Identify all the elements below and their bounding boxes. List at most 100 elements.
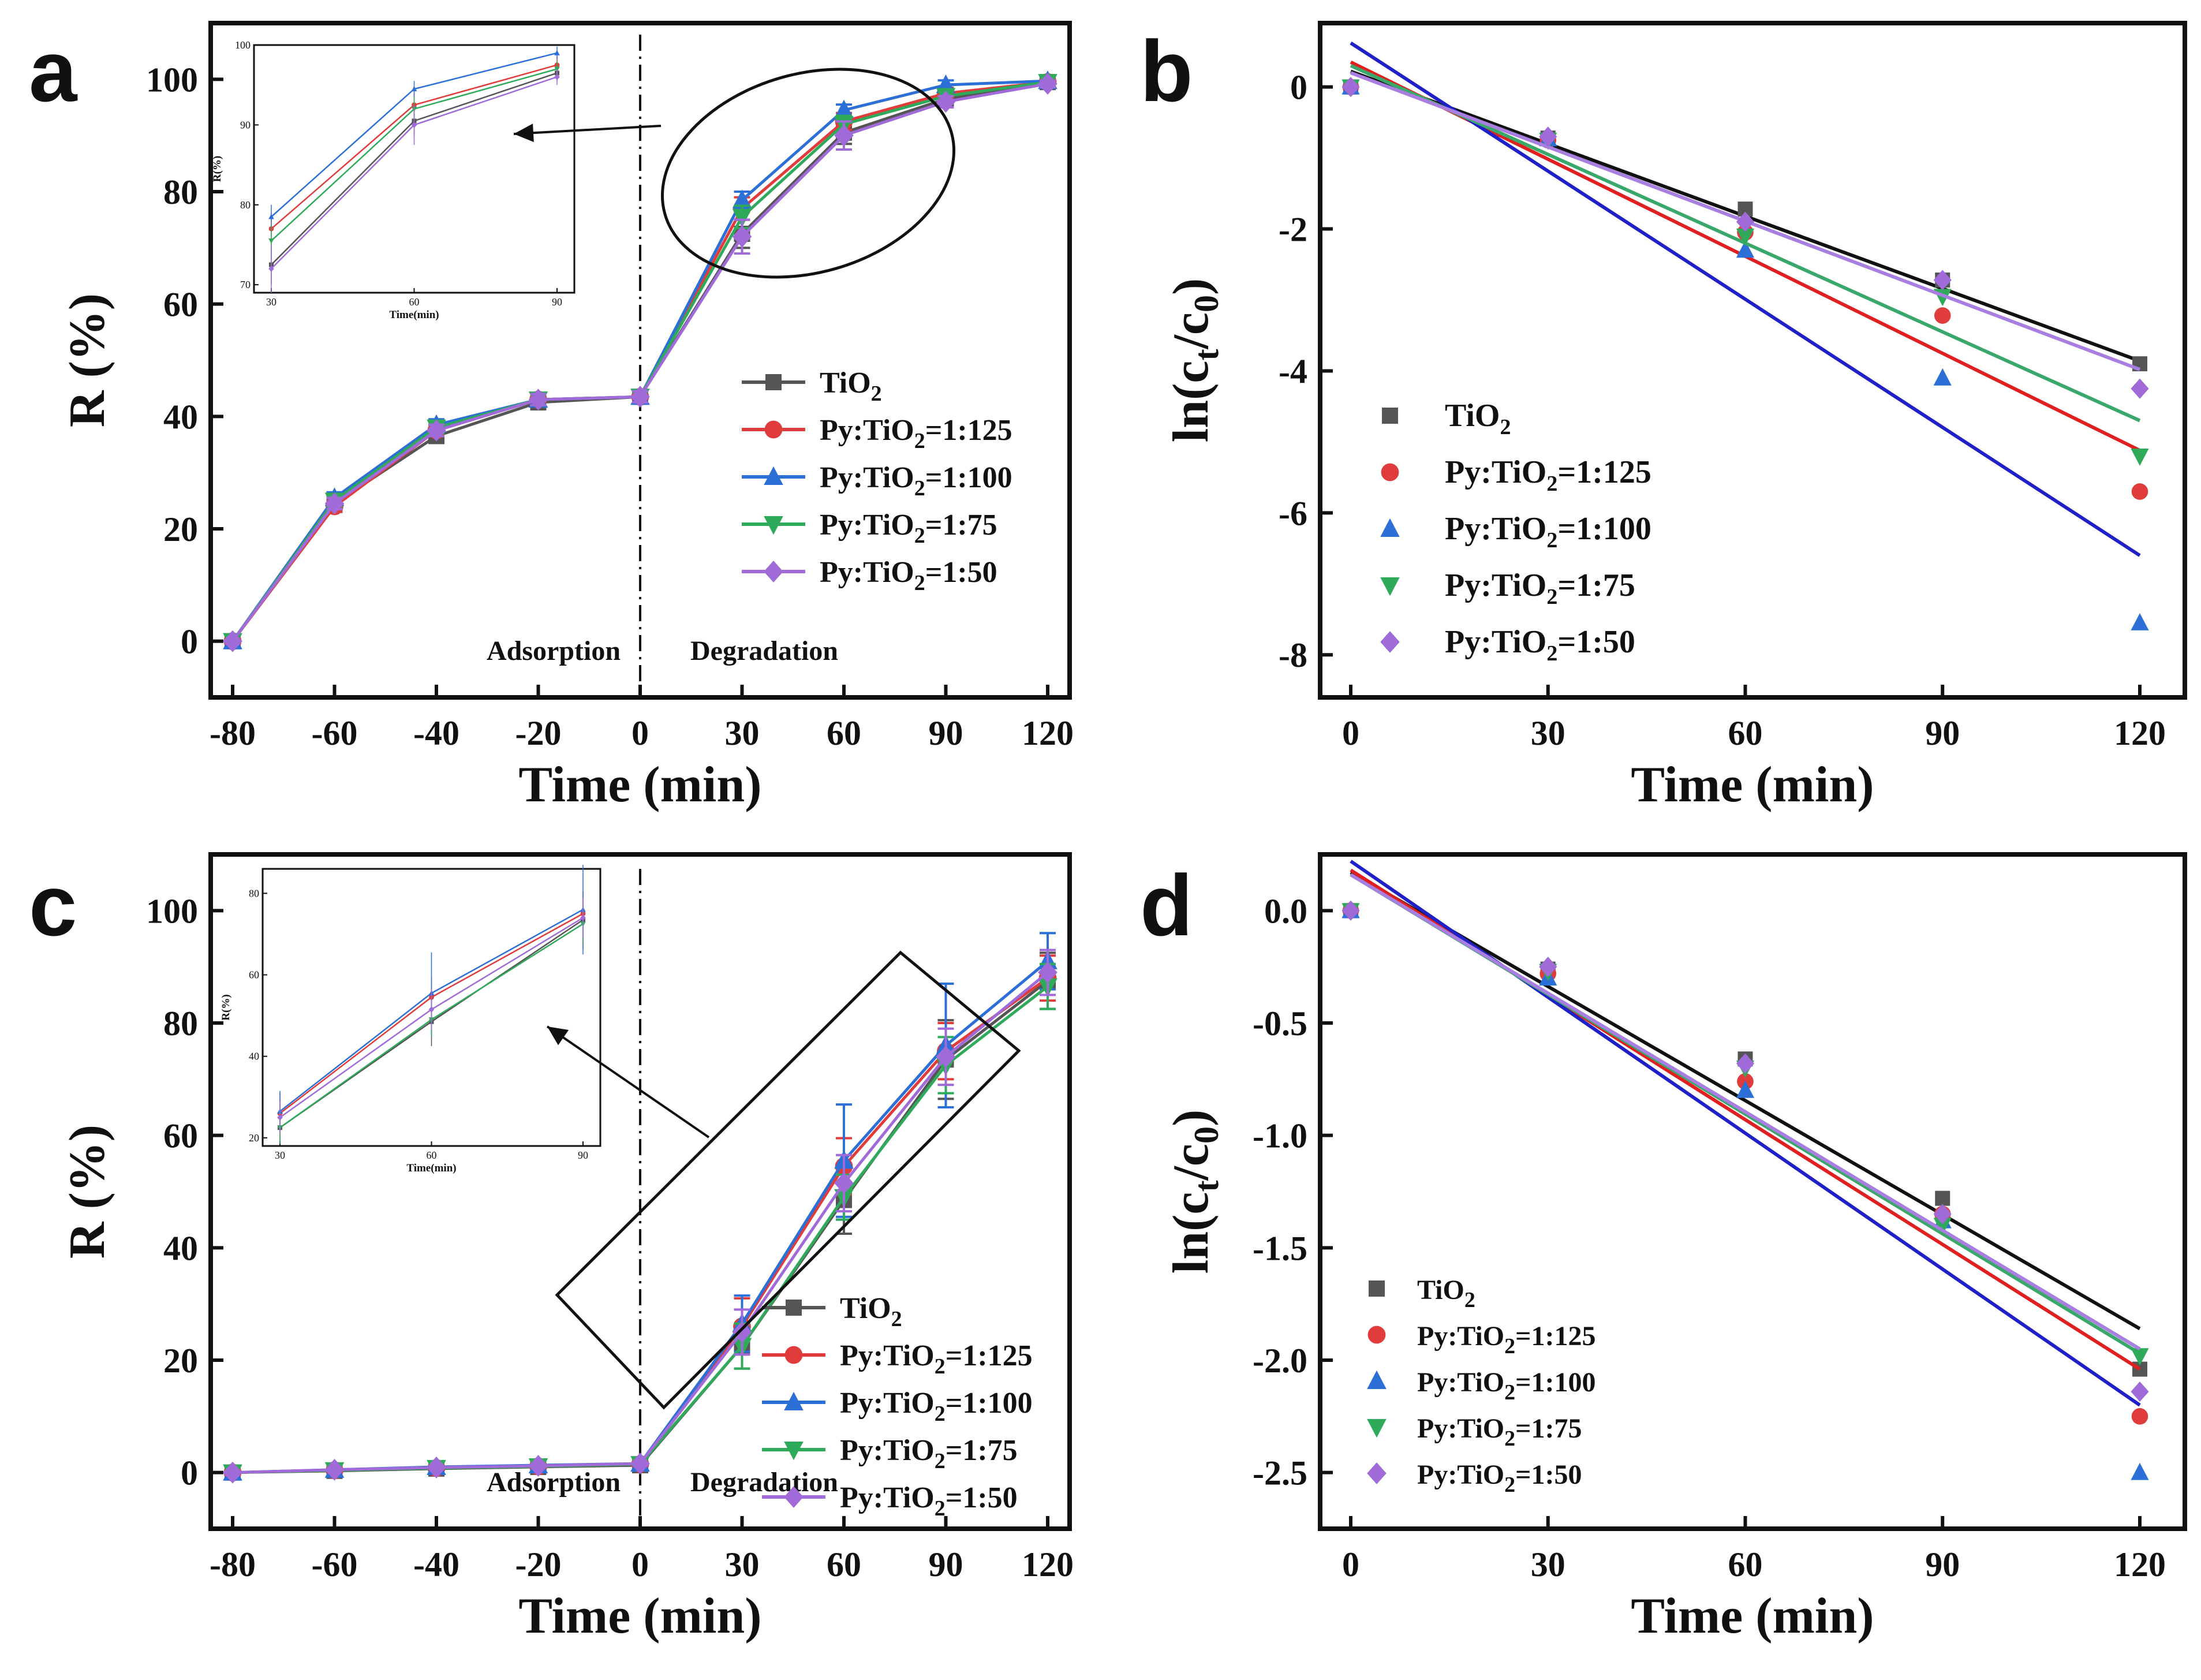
y-tick-label: -4 — [1279, 352, 1307, 390]
legend-label: Py:TiO2=1:100 — [1417, 1367, 1595, 1405]
data-point — [223, 630, 242, 652]
inset-data-point — [411, 121, 417, 128]
legend-label: Py:TiO2=1:50 — [1417, 1459, 1582, 1497]
inset: 30 60 90 70 80 90 100 Time(min) R(%) — [211, 39, 576, 321]
data-point — [732, 189, 752, 208]
adsorption-label: Adsorption — [487, 1467, 621, 1498]
y-tick-label: -0.5 — [1253, 1005, 1307, 1043]
fit-line — [1350, 41, 2141, 557]
legend: TiO2 Py:TiO2=1:125 Py:TiO2=1:100 Py:TiO2=1:… — [742, 367, 1012, 595]
legend-marker — [764, 466, 783, 485]
inset-y-tick-label: 90 — [240, 119, 251, 130]
inset-data-point — [268, 266, 274, 272]
data-point — [1933, 368, 1952, 386]
data-point — [427, 1457, 446, 1479]
legend-marker — [764, 516, 783, 535]
data-point — [1933, 1204, 1952, 1224]
series-4 — [223, 73, 1057, 652]
inset-x-axis-title: Time(min) — [406, 1162, 456, 1174]
legend-marker — [1367, 1462, 1387, 1484]
x-axis-title: Time (min) — [1631, 1588, 1874, 1644]
x-tick-label: 30 — [725, 714, 760, 752]
data-point — [1341, 77, 1360, 98]
y-tick-label: 60 — [163, 1117, 198, 1155]
legend-label: Py:TiO2=1:100 — [840, 1387, 1033, 1426]
fit-line — [1350, 871, 2141, 1331]
y-tick-label: 0 — [181, 1454, 198, 1492]
panel-b: 0 30 60 90 120 0 -2 -4 -6 -8 Time (min) ln(ct/c0) Ti… — [1163, 21, 2187, 813]
callout-arrow — [546, 1025, 710, 1138]
y-tick-label: 60 — [163, 286, 198, 324]
data-point — [1934, 307, 1951, 324]
legend-marker — [764, 420, 783, 439]
x-tick-label: -60 — [312, 714, 358, 752]
legend-marker — [786, 1300, 802, 1316]
x-tick-label: 30 — [1531, 1545, 1565, 1584]
plot-frame — [1318, 852, 2187, 1531]
data-point — [2131, 1381, 2149, 1402]
legend-label: Py:TiO2=1:100 — [820, 461, 1012, 501]
data-point — [1038, 73, 1057, 95]
data-point — [1933, 270, 1952, 290]
series-4 — [1341, 873, 2149, 1402]
plot-frame — [1318, 21, 2187, 700]
legend-label: TiO2 — [820, 367, 882, 406]
legend-label: Py:TiO2=1:75 — [1445, 568, 1635, 609]
data-point — [528, 1455, 548, 1477]
highlight-rectangle — [555, 950, 1021, 1410]
x-tick-label: -20 — [515, 1545, 562, 1584]
data-point — [528, 389, 548, 411]
inset-y-axis-title: R(%) — [220, 994, 232, 1020]
legend-marker — [1380, 518, 1400, 537]
y-axis-title: R (%) — [59, 1125, 115, 1259]
legend-marker — [1380, 631, 1400, 653]
y-axis-title: R (%) — [59, 293, 115, 427]
legend-marker — [784, 1442, 804, 1461]
callout-arrow-head — [547, 1026, 569, 1046]
y-tick-label: 20 — [163, 510, 198, 548]
data-point — [834, 99, 854, 118]
y-tick-label: 0.0 — [1264, 892, 1307, 930]
y-tick-label: -2.5 — [1253, 1454, 1307, 1492]
data-point — [1038, 961, 1057, 984]
data-point — [2131, 378, 2149, 399]
inset-y-tick-label: 80 — [249, 887, 259, 899]
x-tick-label: 0 — [631, 714, 649, 752]
degradation-label: Degradation — [690, 1467, 838, 1498]
legend-label: Py:TiO2=1:75 — [820, 509, 997, 548]
y-tick-label: -1.0 — [1253, 1117, 1307, 1155]
x-tick-label: 90 — [929, 1545, 963, 1584]
panel-label-a: a — [29, 23, 78, 120]
data-point — [630, 386, 650, 408]
fit-line — [1350, 873, 2141, 1351]
x-tick-label: 60 — [1728, 1545, 1763, 1584]
x-axis-title: Time (min) — [518, 757, 761, 813]
x-tick-label: 90 — [929, 714, 963, 752]
y-tick-label: 100 — [146, 892, 198, 930]
x-axis-title: Time (min) — [1631, 757, 1874, 813]
data-point — [427, 419, 446, 442]
inset-x-tick-label: 60 — [427, 1149, 437, 1161]
inset-x-axis-title: Time(min) — [389, 309, 439, 321]
legend-marker — [784, 1346, 803, 1364]
x-tick-label: 90 — [1925, 1545, 1960, 1584]
data-point — [1539, 126, 1557, 147]
legend-label: Py:TiO2=1:125 — [840, 1339, 1033, 1379]
y-tick-label: 0 — [1290, 69, 1307, 107]
data-point — [834, 124, 854, 147]
legend-marker — [1369, 1280, 1385, 1297]
series-4 — [223, 949, 1057, 1484]
x-tick-label: 120 — [2114, 1545, 2166, 1584]
data-point — [2131, 613, 2149, 630]
series-4 — [1341, 71, 2149, 399]
y-tick-label: -2.0 — [1253, 1342, 1307, 1380]
inset-data-point — [428, 1006, 435, 1013]
y-axis-title: ln(ct/c0) — [1163, 278, 1225, 443]
x-tick-label: 0 — [1342, 1545, 1359, 1584]
data-point — [2131, 1462, 2149, 1480]
legend-label: TiO2 — [1417, 1275, 1475, 1312]
panel-label-b: b — [1140, 23, 1193, 120]
x-tick-label: 60 — [827, 1545, 861, 1584]
legend-label: Py:TiO2=1:50 — [820, 556, 997, 595]
legend-label: Py:TiO2=1:125 — [820, 414, 1012, 453]
